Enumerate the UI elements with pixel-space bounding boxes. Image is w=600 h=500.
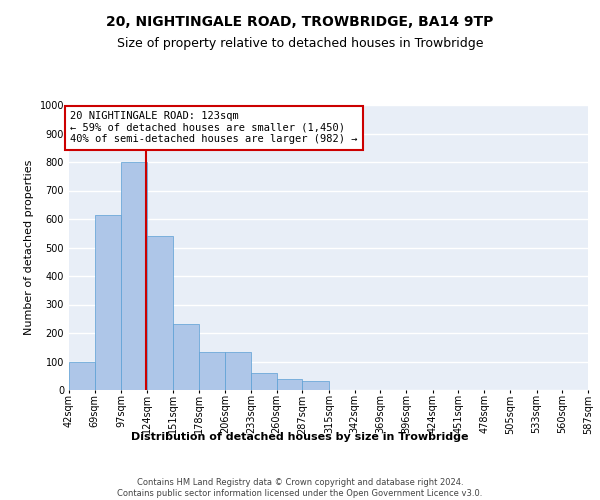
Bar: [95, 214, 121, 390]
Bar: [147, 236, 173, 390]
Bar: [173, 324, 199, 390]
Bar: [277, 378, 302, 390]
Text: Distribution of detached houses by size in Trowbridge: Distribution of detached houses by size …: [131, 432, 469, 442]
Bar: [302, 382, 329, 390]
Bar: [251, 373, 277, 390]
Bar: [121, 162, 147, 390]
Text: 20, NIGHTINGALE ROAD, TROWBRIDGE, BA14 9TP: 20, NIGHTINGALE ROAD, TROWBRIDGE, BA14 9…: [106, 15, 494, 29]
Bar: [199, 352, 225, 390]
Text: 20 NIGHTINGALE ROAD: 123sqm
← 59% of detached houses are smaller (1,450)
40% of : 20 NIGHTINGALE ROAD: 123sqm ← 59% of det…: [70, 112, 358, 144]
Bar: [69, 362, 95, 390]
Y-axis label: Number of detached properties: Number of detached properties: [24, 160, 34, 335]
Text: Contains HM Land Registry data © Crown copyright and database right 2024.
Contai: Contains HM Land Registry data © Crown c…: [118, 478, 482, 498]
Bar: [225, 352, 251, 390]
Text: Size of property relative to detached houses in Trowbridge: Size of property relative to detached ho…: [117, 38, 483, 51]
